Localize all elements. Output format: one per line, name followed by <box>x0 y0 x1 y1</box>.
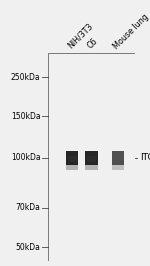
Text: 150kDa: 150kDa <box>11 112 40 121</box>
Bar <box>113 156 122 162</box>
Bar <box>111 165 124 171</box>
Text: NIH/3T3: NIH/3T3 <box>66 22 95 51</box>
Bar <box>66 151 78 165</box>
Text: ITCH: ITCH <box>140 153 150 163</box>
Text: Mouse lung: Mouse lung <box>111 12 150 51</box>
Bar <box>111 151 124 165</box>
Text: 100kDa: 100kDa <box>11 153 40 163</box>
Text: 250kDa: 250kDa <box>11 73 40 82</box>
Text: C6: C6 <box>85 37 99 51</box>
Text: 50kDa: 50kDa <box>16 243 41 252</box>
Bar <box>68 156 77 162</box>
Bar <box>66 165 78 171</box>
Bar <box>85 151 98 165</box>
Bar <box>87 156 96 162</box>
Text: 70kDa: 70kDa <box>16 203 41 212</box>
Bar <box>85 165 98 171</box>
